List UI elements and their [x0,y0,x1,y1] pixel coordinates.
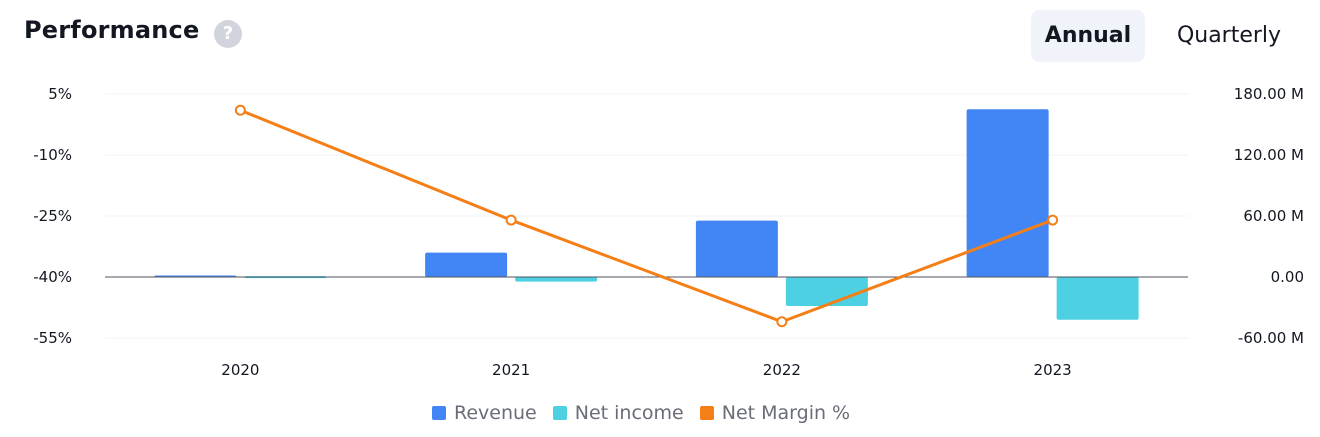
right-tick-label: -60.00 M [1238,329,1304,347]
net-income-bar [785,277,868,306]
revenue-bar [966,109,1049,277]
net-margin-line [239,108,1054,324]
net-income-bar [515,277,598,282]
legend: Revenue Net income Net Margin % [432,398,866,428]
x-tick-label: 2020 [221,361,259,379]
revenue-swatch [432,406,446,420]
chart-title: Performance [24,16,200,44]
quarterly-toggle[interactable]: Quarterly [1176,23,1282,48]
net-income-bar [1056,277,1139,320]
left-tick-label: -40% [33,268,72,286]
x-tick-label: 2022 [763,361,801,379]
legend-net-income[interactable]: Net income [552,402,684,424]
left-tick-label: -25% [33,207,72,225]
legend-net-margin-label: Net Margin % [721,402,851,424]
x-tick-label: 2023 [1034,361,1072,379]
legend-revenue[interactable]: Revenue [432,402,537,424]
net-margin-point [505,214,517,226]
left-tick-label: -10% [33,146,72,164]
net-margin-swatch [699,406,714,420]
right-tick-label: 180.00 M [1234,85,1304,103]
x-tick-label: 2021 [492,361,530,379]
annual-toggle[interactable]: Annual [1031,10,1145,62]
left-tick-label: -55% [33,329,72,347]
right-tick-label: 120.00 M [1234,146,1304,164]
net-margin-point [234,104,246,116]
right-tick-label: 60.00 M [1243,207,1304,225]
revenue-bar [425,252,508,277]
legend-net-margin[interactable]: Net Margin % [699,402,851,424]
legend-revenue-label: Revenue [454,402,537,424]
net-margin-point [776,316,788,328]
net-income-swatch [552,406,567,420]
right-tick-label: 0.00 [1271,268,1304,286]
revenue-bar [695,220,778,277]
net-margin-point [1047,214,1059,226]
left-tick-label: 5% [48,85,72,103]
question-icon[interactable]: ? [214,20,242,48]
legend-net-income-label: Net income [574,402,684,424]
